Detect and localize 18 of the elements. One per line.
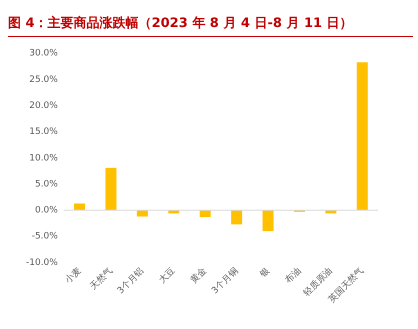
x-tick-label: 布油 — [282, 265, 304, 286]
x-tick-label: 3个月铜 — [209, 265, 240, 296]
y-tick-label: 20.0% — [29, 101, 58, 112]
y-tick-label: -10.0% — [26, 258, 58, 268]
x-tick-label: 3个月铝 — [115, 265, 146, 296]
x-tick-label: 大豆 — [157, 265, 178, 286]
y-tick-label: 5.0% — [34, 179, 58, 190]
x-tick-label: 黄金 — [188, 265, 209, 286]
y-tick-label: -5.0% — [32, 232, 58, 242]
y-tick-label: 25.0% — [29, 74, 58, 85]
y-tick-label: 10.0% — [29, 153, 58, 164]
x-tick-label: 小麦 — [62, 265, 84, 286]
y-tick-label: 30.0% — [29, 48, 58, 59]
chart-title: 图 4：主要商品涨跌幅（2023 年 8 月 4 日-8 月 11 日） — [8, 14, 413, 37]
x-tick-label: 天然气 — [88, 265, 115, 292]
x-tick-label: 银 — [256, 265, 272, 280]
y-tick-label: 15.0% — [29, 127, 58, 138]
y-tick-label: 0.0% — [34, 206, 58, 216]
